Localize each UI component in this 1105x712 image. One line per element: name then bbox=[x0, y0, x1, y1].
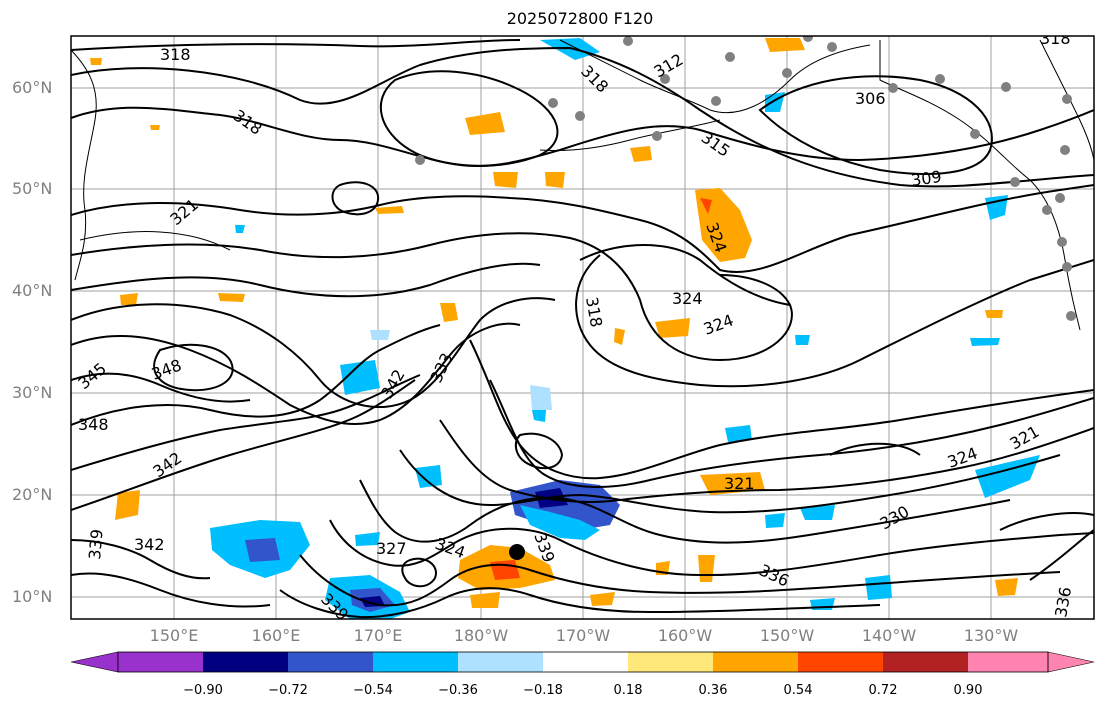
lon-label: 150°W bbox=[759, 626, 815, 645]
lon-label: 150°E bbox=[149, 626, 199, 645]
lat-label: 60°N bbox=[12, 78, 53, 97]
contour-label: 348 bbox=[78, 415, 109, 434]
map-title: 2025072800 F120 bbox=[506, 9, 654, 28]
contour-label: 327 bbox=[376, 539, 407, 558]
colorbar-bin bbox=[968, 652, 1048, 672]
colorbar-bin bbox=[203, 652, 288, 672]
lon-label: 170°E bbox=[353, 626, 403, 645]
colorbar-bin bbox=[628, 652, 713, 672]
plot-frame bbox=[70, 35, 1095, 620]
colorbar-bin bbox=[883, 652, 968, 672]
lon-label: 160°W bbox=[657, 626, 713, 645]
colorbar-bin bbox=[458, 652, 543, 672]
colorbar-frame bbox=[117, 651, 1049, 673]
colorbar-bin bbox=[118, 652, 203, 672]
lon-label: 170°W bbox=[555, 626, 611, 645]
colorbar-bin bbox=[543, 652, 628, 672]
colorbar-tick-label: −0.54 bbox=[353, 683, 393, 698]
colorbar-tick-label: −0.36 bbox=[438, 683, 478, 698]
lat-label: 50°N bbox=[12, 179, 53, 198]
contour-label: 342 bbox=[134, 535, 165, 554]
colorbar-tick-label: 0.72 bbox=[868, 683, 898, 698]
contour-label: 339 bbox=[85, 528, 107, 560]
colorbar-tick-label: 0.18 bbox=[613, 683, 643, 698]
station-dots bbox=[415, 36, 1076, 321]
contour-label: 321 bbox=[724, 474, 755, 493]
shading-patches bbox=[90, 38, 1040, 619]
colorbar-tick-label: 0.90 bbox=[953, 683, 983, 698]
lat-label: 40°N bbox=[12, 281, 53, 300]
colorbar-extend-low bbox=[70, 651, 119, 673]
contour-label: 324 bbox=[672, 289, 703, 308]
colorbar-bin bbox=[798, 652, 883, 672]
coastlines bbox=[71, 39, 1094, 331]
lon-label: 160°E bbox=[251, 626, 301, 645]
colorbar bbox=[70, 651, 1095, 673]
colorbar-extend-high bbox=[1047, 651, 1095, 673]
contour-label: 318 bbox=[160, 45, 191, 64]
storm-center-marker bbox=[509, 544, 525, 560]
contour-label: 306 bbox=[855, 89, 886, 108]
colorbar-bin bbox=[713, 652, 798, 672]
contour-label: 309 bbox=[910, 167, 943, 190]
colorbar-bin bbox=[373, 652, 458, 672]
lat-label: 30°N bbox=[12, 383, 53, 402]
lon-label: 140°W bbox=[861, 626, 917, 645]
colorbar-tick-label: −0.72 bbox=[268, 683, 308, 698]
lon-label: 130°W bbox=[963, 626, 1019, 645]
contour-label: 318 bbox=[1040, 29, 1071, 48]
colorbar-tick-label: −0.18 bbox=[523, 683, 563, 698]
colorbar-bin bbox=[288, 652, 373, 672]
lat-label: 10°N bbox=[12, 587, 53, 606]
colorbar-tick-label: 0.54 bbox=[783, 683, 813, 698]
lat-label: 20°N bbox=[12, 485, 53, 504]
contour-lines bbox=[71, 39, 1094, 619]
colorbar-tick-label: 0.36 bbox=[698, 683, 728, 698]
lon-label: 180°W bbox=[453, 626, 509, 645]
colorbar-tick-label: −0.90 bbox=[183, 683, 223, 698]
